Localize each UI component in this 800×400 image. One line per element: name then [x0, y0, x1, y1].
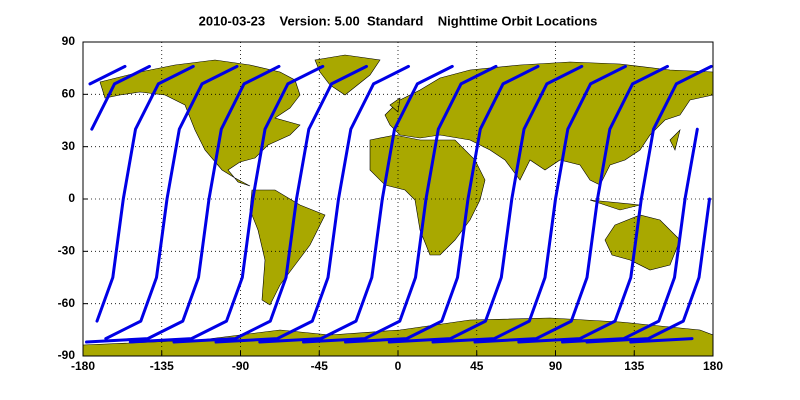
- orbit-track: [128, 64, 325, 344]
- orbit-track: [90, 64, 711, 344]
- y-tick-label: -60: [58, 296, 76, 310]
- orbit-track: [88, 64, 699, 344]
- x-tick-label: -45: [311, 359, 329, 373]
- indonesia: [589, 199, 641, 211]
- x-tick-label: -135: [150, 359, 174, 373]
- japan: [669, 129, 681, 151]
- orbit-track: [95, 64, 694, 344]
- y-tick-label: 60: [62, 87, 76, 101]
- orbit-track: [214, 64, 410, 344]
- south-america: [249, 189, 326, 306]
- orbit-track: [431, 64, 627, 344]
- x-tick-label: -90: [232, 359, 250, 373]
- x-tick-label: 180: [703, 359, 723, 373]
- x-tick-label: 45: [470, 359, 484, 373]
- x-tick-label: -180: [71, 359, 95, 373]
- orbit-track: [344, 64, 540, 344]
- orbit-track: [104, 64, 239, 341]
- x-tick-label: 90: [549, 359, 563, 373]
- orbit-track: [387, 64, 584, 344]
- orbit-track: [302, 64, 498, 344]
- x-tick-label: 0: [395, 359, 402, 373]
- uk: [389, 97, 401, 113]
- y-tick-label: -30: [58, 244, 76, 258]
- orbit-tracks: [85, 64, 713, 344]
- y-tick-label: 30: [62, 139, 76, 153]
- chart-title: 2010-03-23 Version: 5.00 Standard Nightt…: [199, 13, 598, 28]
- y-tick-label: 90: [62, 34, 76, 48]
- y-tick-label: -90: [58, 348, 76, 362]
- orbit-track: [517, 64, 713, 344]
- orbit-track: [172, 64, 368, 344]
- orbit-track: [473, 64, 669, 344]
- orbit-track: [85, 64, 281, 344]
- x-tick-label: 135: [624, 359, 644, 373]
- y-tick-label: 0: [68, 191, 75, 205]
- orbit-track: [258, 64, 454, 344]
- north-america: [99, 59, 301, 187]
- australia: [604, 214, 681, 271]
